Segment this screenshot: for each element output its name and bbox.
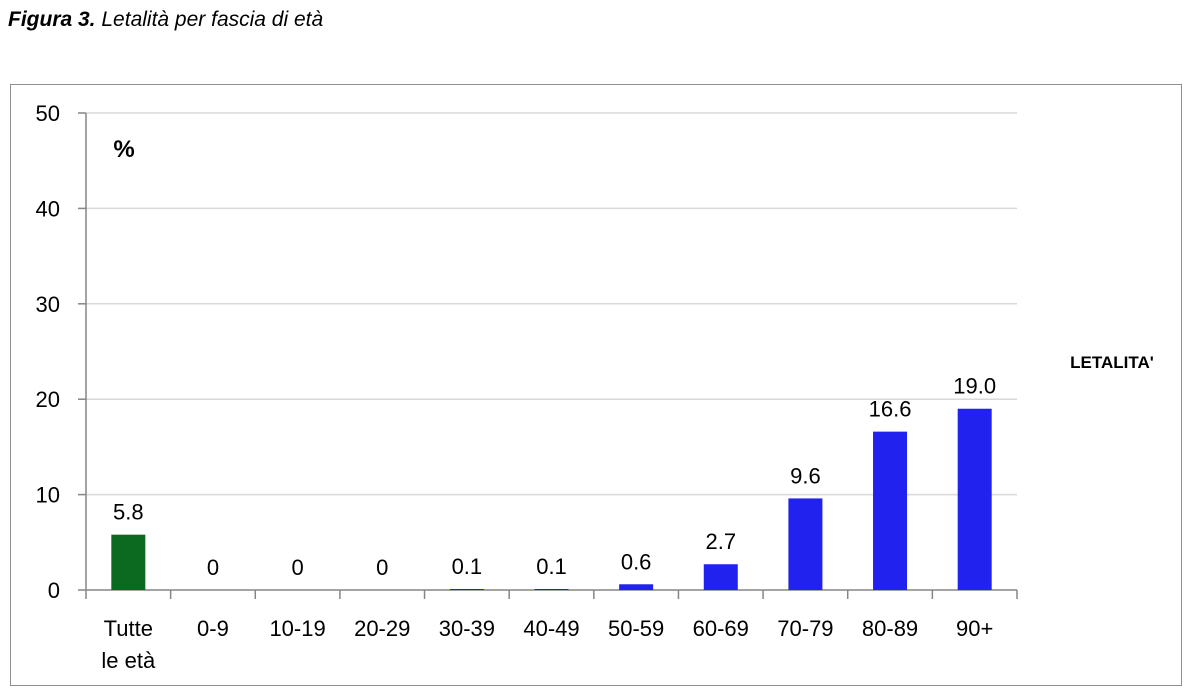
y-tick-label: 40	[36, 196, 60, 221]
x-tick-label: 0-9	[197, 616, 229, 641]
data-label: 0.1	[536, 554, 567, 579]
x-tick-label-line: le età	[101, 648, 156, 673]
x-tick-label: 50-59	[608, 616, 664, 641]
x-tick-label: 80-89	[862, 616, 918, 641]
axes: 0 10 20 30 40 50	[36, 101, 1018, 603]
bar	[957, 408, 992, 590]
bar	[534, 589, 569, 590]
y-tick-label: 50	[36, 101, 60, 126]
bars	[111, 408, 992, 590]
data-label: 0.1	[452, 554, 483, 579]
data-label: 9.6	[790, 463, 821, 488]
x-tick-label: 60-69	[693, 616, 749, 641]
x-tick-label: 30-39	[439, 616, 495, 641]
bar	[788, 498, 823, 590]
labels: 5.8 Tutte le età 0 0-9 0 10-19 0 20-29 0.1 30-39 0.…	[101, 374, 996, 673]
x-tick-label: 70-79	[777, 616, 833, 641]
y-unit-label: %	[113, 136, 134, 163]
data-label: 2.7	[705, 529, 736, 554]
x-tick-label-line: 60-69	[693, 616, 749, 641]
figure-caption: Figura 3. Letalità per fascia di età	[8, 8, 323, 32]
y-tick-label: 30	[36, 292, 60, 317]
figure-number: Figura 3.	[8, 8, 96, 31]
bar	[111, 534, 146, 590]
x-tick-label-line: 50-59	[608, 616, 664, 641]
y-tick-label: 10	[36, 483, 60, 508]
data-label: 0.6	[621, 549, 652, 574]
legend-entry: LETALITA'	[1070, 353, 1154, 372]
bar	[619, 584, 654, 590]
x-tick-label: 40-49	[523, 616, 579, 641]
y-tick-label: 20	[36, 387, 60, 412]
data-label: 5.8	[113, 500, 144, 525]
x-tick-label: 10-19	[269, 616, 325, 641]
x-tick-label-line: 0-9	[197, 616, 229, 641]
bar	[703, 564, 738, 590]
chart-frame	[10, 84, 1182, 686]
data-label: 0	[291, 555, 303, 580]
data-label: 0	[376, 555, 388, 580]
x-tick-label-line: 10-19	[269, 616, 325, 641]
gridlines	[86, 112, 1017, 496]
x-tick-label: Tutte le età	[101, 616, 156, 673]
x-tick-label-line: 70-79	[777, 616, 833, 641]
y-tick-label: 0	[48, 578, 60, 603]
x-tick-label-line: 40-49	[523, 616, 579, 641]
data-label: 16.6	[869, 397, 912, 422]
x-tick-label: 90+	[956, 616, 993, 641]
x-tick-label-line: 90+	[956, 616, 993, 641]
x-tick-label-line: 20-29	[354, 616, 410, 641]
data-label: 0	[207, 555, 219, 580]
x-tick-label-line: 30-39	[439, 616, 495, 641]
x-tick-label-line: 80-89	[862, 616, 918, 641]
bar	[449, 589, 484, 590]
x-tick-label-line: Tutte	[104, 616, 153, 641]
figure-caption-text: Letalità per fascia di età	[101, 8, 324, 31]
bar	[873, 431, 908, 590]
x-tick-label: 20-29	[354, 616, 410, 641]
data-label: 19.0	[953, 374, 996, 399]
